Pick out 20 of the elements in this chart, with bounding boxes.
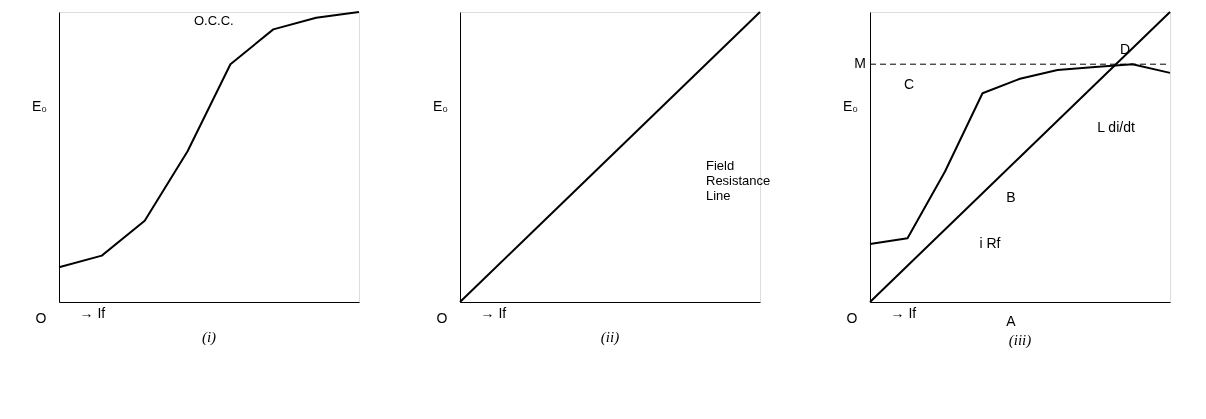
x-axis-title: → If [890,304,917,321]
text: (iii) [1008,332,1032,350]
y-axis-title: E₀ [31,98,48,114]
text: O [35,310,47,327]
y-axis-title: E₀ [842,98,859,114]
x-axis-title: → If [79,304,106,321]
x-axis-title: → If [480,304,507,321]
text: A [1006,313,1017,330]
text: O [846,310,858,327]
text: (ii) [600,329,620,347]
annotation: L di/dt [1097,119,1135,135]
annotation: i Rf [979,235,1001,251]
text: O.C.C. [194,12,234,28]
annotation: C [903,75,915,92]
ref-line-label: M [854,55,866,72]
annotation: B [1006,188,1016,205]
text: O [436,310,448,327]
text: (i) [201,329,217,347]
text: Field Resistance Line [706,157,771,203]
y-axis-title: E₀ [432,98,449,114]
